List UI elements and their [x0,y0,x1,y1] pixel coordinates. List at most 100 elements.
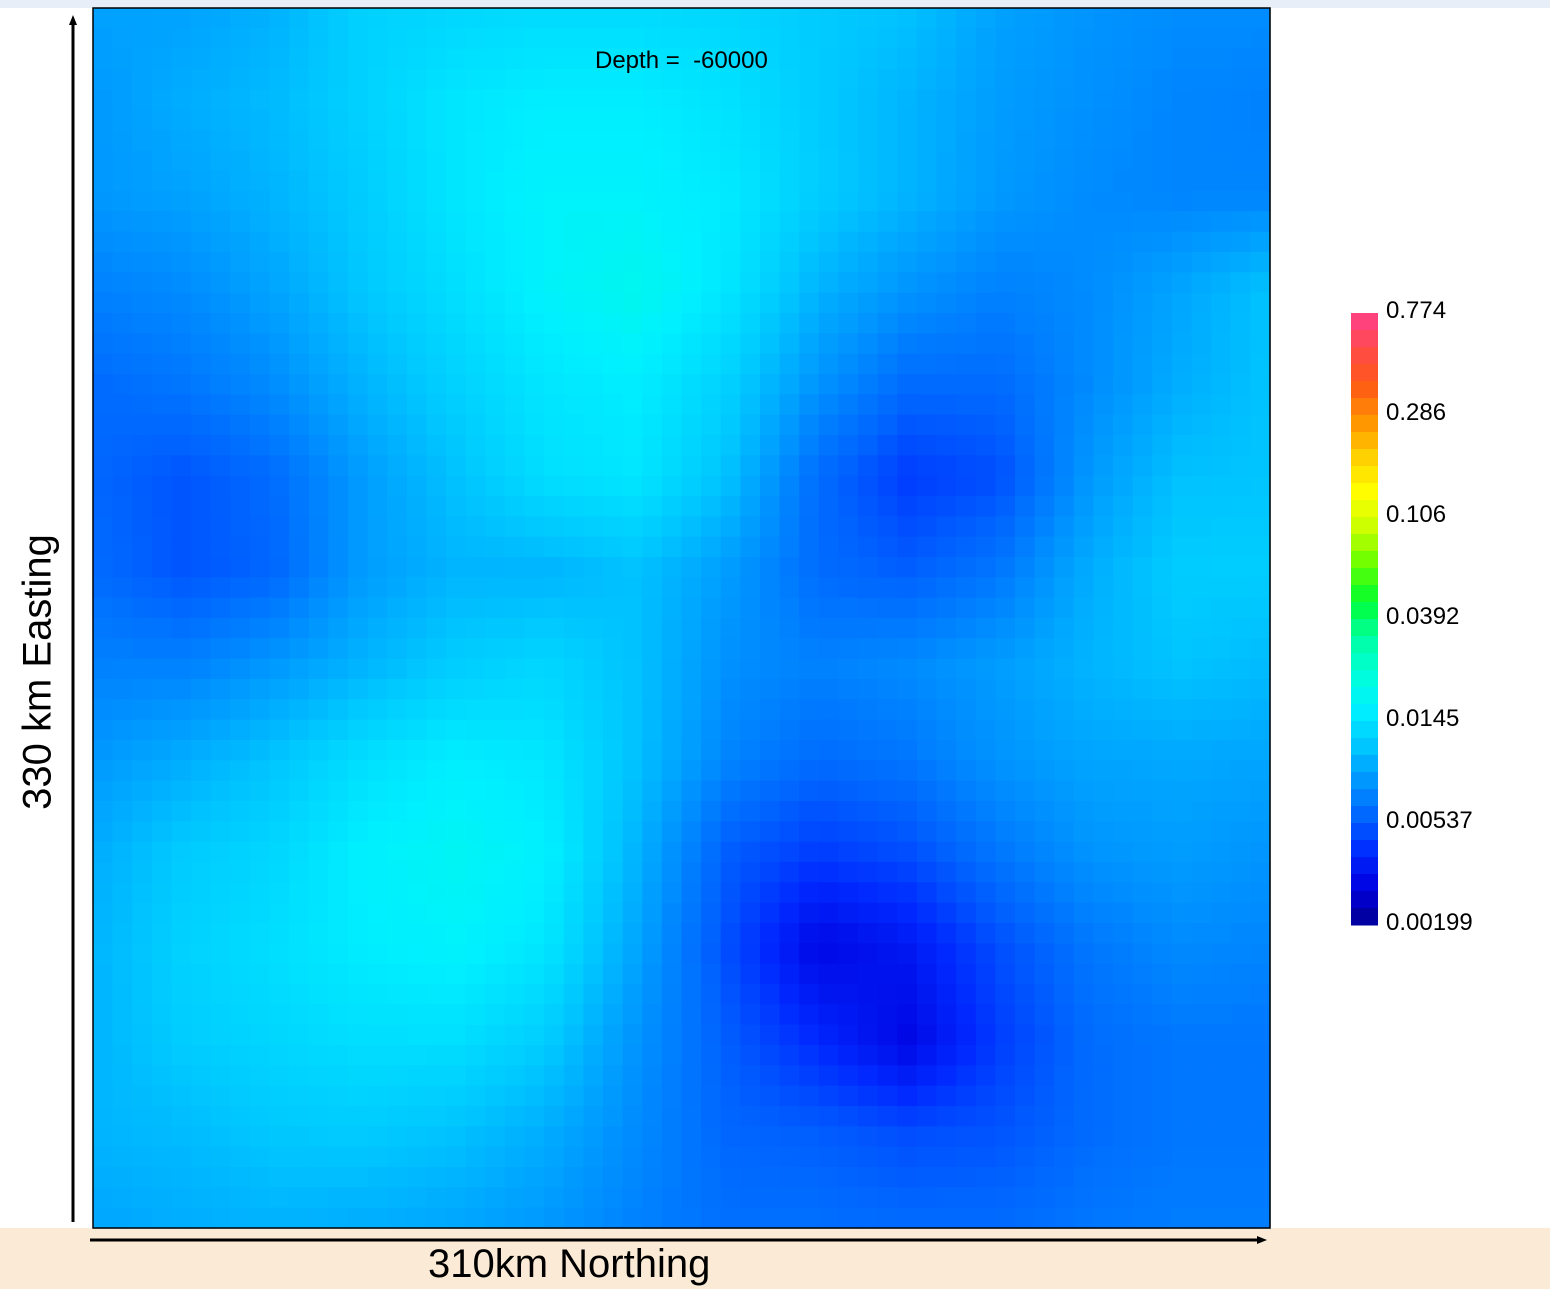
heatmap-cell [367,943,388,965]
heatmap-cell [1230,1126,1251,1148]
heatmap-cell [426,821,447,843]
heatmap-cell [544,984,565,1005]
heatmap-cell [1132,658,1153,680]
heatmap-cell [446,841,467,863]
heatmap-cell [1093,8,1114,29]
heatmap-cell [1250,496,1271,517]
heatmap-cell [1211,333,1232,355]
heatmap-cell [191,760,212,782]
heatmap-cell [661,679,683,700]
heatmap-cell [210,963,231,985]
heatmap-cell [1132,841,1153,863]
heatmap-cell [387,475,408,497]
heatmap-cell [779,902,800,924]
heatmap-cell [661,292,683,314]
heatmap-cell [1132,882,1153,904]
heatmap-cell [191,679,212,700]
heatmap-cell [916,740,938,761]
heatmap-cell [916,353,938,375]
heatmap-cell [897,923,918,944]
heatmap-cell [230,516,251,538]
heatmap-cell [328,638,349,660]
heatmap-cell [289,1065,310,1087]
heatmap-cell [661,435,683,456]
heatmap-cell [1230,679,1251,700]
heatmap-cell [289,1187,310,1209]
heatmap-cell [740,1106,761,1127]
heatmap-cell [956,943,977,965]
heatmap-cell [1171,597,1193,619]
heatmap-cell [720,353,741,375]
heatmap-cell [818,1187,840,1209]
heatmap-cell [112,923,133,944]
heatmap-cell [838,48,859,70]
heatmap-cell [799,8,820,29]
heatmap-cell [112,211,133,233]
heatmap-cell [642,313,663,334]
heatmap-cell [838,252,859,273]
heatmap-cell [916,577,938,599]
heatmap-cell [1073,557,1095,578]
heatmap-cell [936,292,957,314]
heatmap-cell [1073,455,1095,477]
heatmap-cell [603,496,624,517]
heatmap-cell [975,1024,996,1046]
heatmap-cell [446,191,467,212]
heatmap-cell [289,577,310,599]
heatmap-cell [465,313,486,334]
heatmap-cell [1250,557,1271,578]
heatmap-cell [132,130,153,151]
heatmap-cell [524,923,545,944]
heatmap-cell [563,821,585,843]
heatmap-cell [779,1045,800,1066]
heatmap-cell [269,435,290,456]
heatmap-cell [858,48,879,70]
heatmap-cell [622,740,643,761]
heatmap-cell [406,801,428,822]
heatmap-cell [191,211,212,233]
heatmap-cell [249,211,271,233]
heatmap-cell [995,618,1016,639]
heatmap-cell [681,699,702,721]
heatmap-cell [171,150,192,172]
heatmap-cell [897,984,918,1005]
heatmap-cell [1093,496,1114,517]
heatmap-cell [858,1126,879,1148]
heatmap-cell [544,1024,565,1046]
heatmap-cell [446,1045,467,1066]
heatmap-cell [1054,231,1075,253]
heatmap-cell [171,557,192,578]
heatmap-cell [1230,333,1251,355]
heatmap-cell [348,150,369,172]
heatmap-cell [799,1207,820,1229]
heatmap-cell [799,1024,820,1046]
heatmap-cell [387,394,408,416]
heatmap-cell [367,821,388,843]
heatmap-cell [387,1167,408,1188]
heatmap-cell [171,475,192,497]
heatmap-cell [406,333,428,355]
heatmap-cell [1113,353,1134,375]
heatmap-cell [995,191,1016,212]
heatmap-cell [583,1126,604,1148]
heatmap-cell [348,638,369,660]
heatmap-cell [112,1146,133,1168]
heatmap-cell [779,8,800,29]
heatmap-cell [936,780,957,802]
heatmap-cell [328,1004,349,1026]
heatmap-cell [975,170,996,192]
heatmap-cell [916,516,938,538]
heatmap-cell [583,1106,604,1127]
heatmap-cell [740,8,761,29]
heatmap-cell [661,1126,683,1148]
heatmap-cell [1093,679,1114,700]
heatmap-cell [681,1146,702,1168]
heatmap-cell [132,1024,153,1046]
heatmap-cell [191,414,212,436]
heatmap-cell [622,1126,643,1148]
heatmap-cell [1171,679,1193,700]
heatmap-cell [877,353,898,375]
heatmap-cell [975,231,996,253]
colorbar-segment [1351,483,1378,501]
heatmap-cell [799,1045,820,1066]
